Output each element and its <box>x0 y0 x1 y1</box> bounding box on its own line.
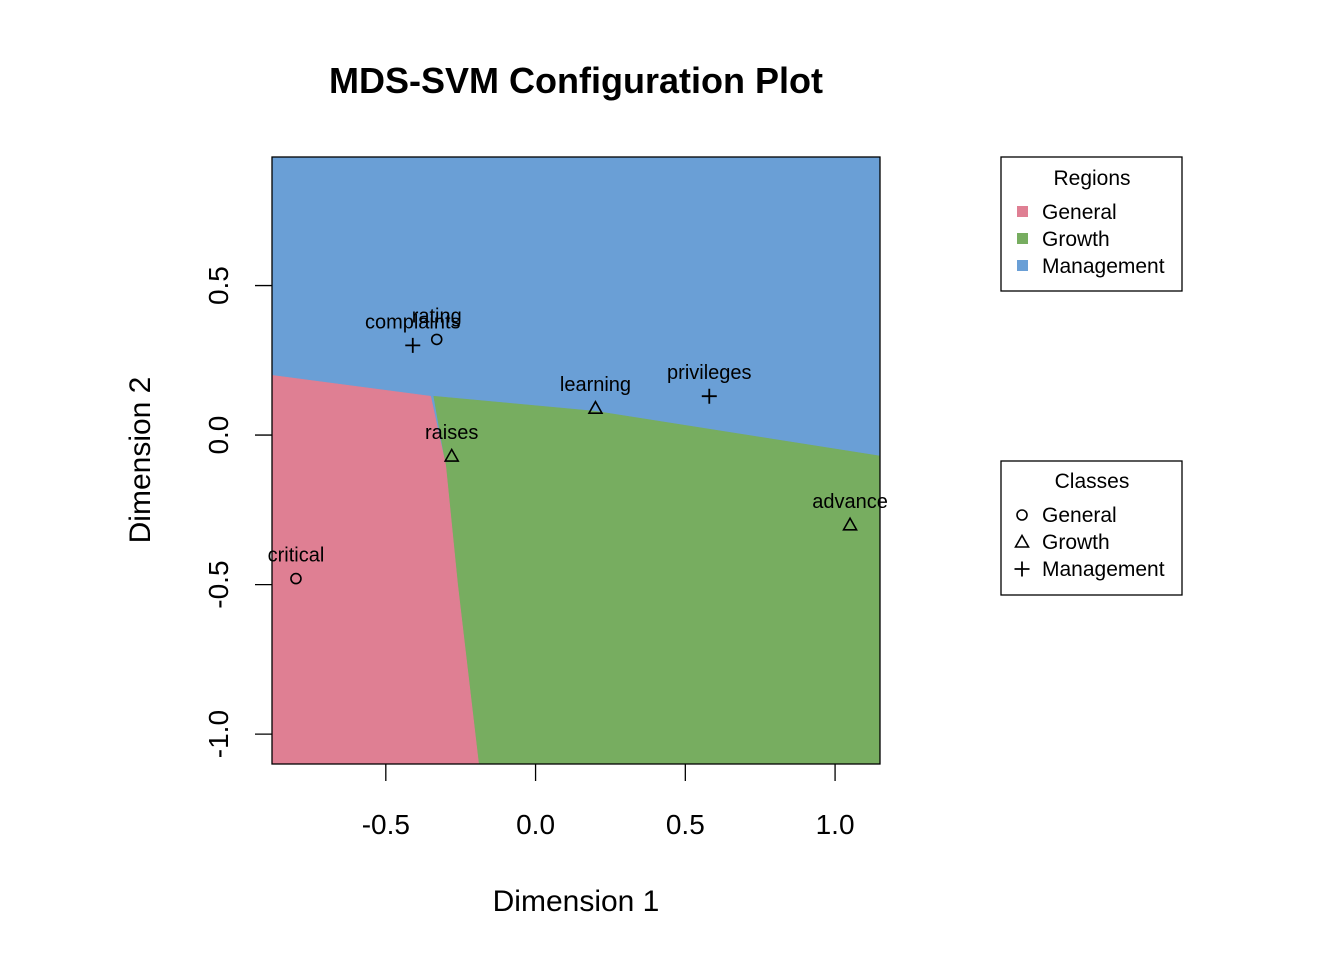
legend-symbol <box>1016 509 1028 521</box>
point-marker <box>842 516 858 531</box>
y-tick-label: 0.5 <box>203 266 234 305</box>
point-marker <box>443 447 460 462</box>
y-tick-label: 0.0 <box>203 416 234 455</box>
point-label: raises <box>425 422 478 444</box>
x-tick-label: -0.5 <box>362 809 410 840</box>
x-tick-label: 1.0 <box>816 809 855 840</box>
legend-regions-label: Growth <box>1042 228 1110 251</box>
legend-regions-box <box>1000 156 1183 292</box>
legend-symbol <box>1014 533 1030 548</box>
legend-classes-label: Management <box>1042 558 1165 581</box>
legend-regions-label: Management <box>1042 255 1165 278</box>
point-marker <box>430 333 443 346</box>
legend-swatch <box>1017 260 1028 271</box>
legend-classes: Classes General Growth Management <box>1000 460 1183 596</box>
point-marker <box>290 572 302 585</box>
legend-classes-label: General <box>1042 504 1117 527</box>
point-label: critical <box>268 545 325 567</box>
x-axis: -0.5 0.0 0.5 1.0 <box>362 764 855 840</box>
legend-regions: Regions General Growth Management <box>1000 156 1183 292</box>
plot-frame <box>271 156 881 765</box>
legend-classes-title: Classes <box>1055 470 1130 493</box>
point-label: complaints <box>365 311 461 333</box>
legend-regions-label: General <box>1042 201 1117 224</box>
legend-classes-box <box>1000 460 1183 596</box>
point-label: learning <box>560 374 631 396</box>
point-marker <box>405 337 421 353</box>
decision-regions <box>272 157 880 764</box>
y-axis: -1.0 -0.5 0.0 0.5 <box>203 266 272 758</box>
y-axis-title: Dimension 2 <box>124 377 157 544</box>
point-marker <box>701 388 717 404</box>
legend-swatch <box>1017 206 1028 217</box>
legend-classes-label: Growth <box>1042 531 1110 554</box>
y-tick-label: -1.0 <box>203 710 234 758</box>
legend-swatch <box>1017 233 1028 244</box>
point-marker <box>587 400 604 414</box>
region-growth <box>433 395 880 764</box>
x-tick-label: 0.5 <box>666 809 705 840</box>
chart-title: MDS-SVM Configuration Plot <box>329 60 823 101</box>
point-label: rating <box>412 305 462 327</box>
legend-regions-title: Regions <box>1053 167 1130 190</box>
legend-symbol <box>1014 561 1030 577</box>
y-tick-label: -0.5 <box>203 560 234 608</box>
x-tick-label: 0.0 <box>516 809 555 840</box>
point-label: advance <box>812 491 888 513</box>
region-general <box>272 375 479 764</box>
x-axis-title: Dimension 1 <box>493 885 660 918</box>
point-label: privileges <box>667 362 751 384</box>
